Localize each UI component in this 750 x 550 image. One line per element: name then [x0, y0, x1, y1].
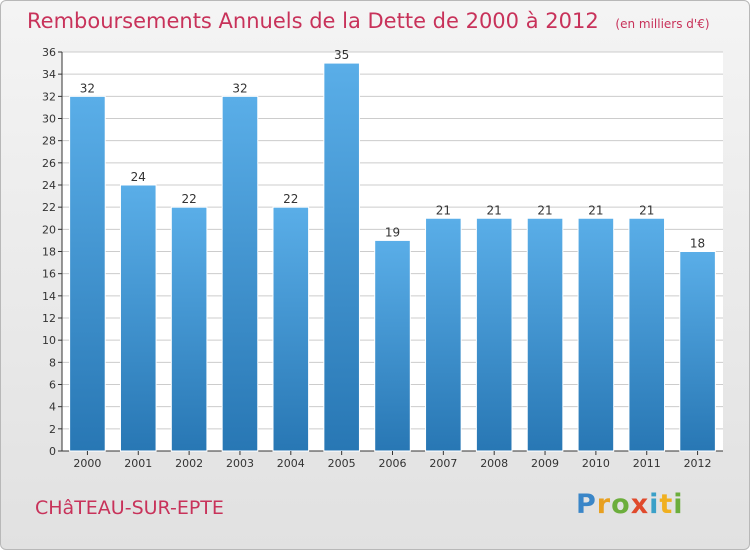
y-tick-label: 6: [49, 379, 56, 392]
bar-value-2010: 21: [588, 203, 603, 217]
proxiti-logo: Proxiti: [576, 489, 684, 520]
x-tick-label-2002: 2002: [175, 457, 203, 470]
x-tick-label-2011: 2011: [633, 457, 661, 470]
x-tick-label-2012: 2012: [684, 457, 712, 470]
bar-value-2003: 32: [232, 81, 247, 95]
bar-value-2009: 21: [537, 203, 552, 217]
y-tick-label: 4: [49, 401, 56, 414]
bar-chart: 0246810121416182022242628303234363220002…: [42, 46, 723, 470]
y-tick-label: 20: [42, 223, 56, 236]
bar-value-2001: 24: [131, 170, 146, 184]
bar-2010: [577, 217, 615, 452]
bar-value-2004: 22: [283, 192, 298, 206]
y-tick-label: 26: [42, 157, 56, 170]
town-name: CHâTEAU-SUR-EPTE: [35, 497, 224, 519]
x-tick-label-2008: 2008: [480, 457, 508, 470]
y-tick-label: 0: [49, 445, 56, 458]
bar-2005: [323, 62, 360, 452]
y-tick-label: 32: [42, 90, 56, 103]
bar-2008: [475, 217, 513, 452]
bar-value-2002: 22: [181, 192, 196, 206]
x-tick-label-2004: 2004: [277, 457, 305, 470]
bar-2012: [679, 251, 716, 452]
y-tick-label: 36: [42, 46, 56, 59]
bar-value-2005: 35: [334, 48, 349, 62]
bar-2011: [628, 217, 666, 452]
y-tick-label: 18: [42, 246, 56, 259]
chart-title-text: Remboursements Annuels de la Dette de 20…: [27, 9, 599, 33]
y-tick-label: 22: [42, 201, 56, 214]
y-tick-label: 24: [42, 179, 56, 192]
bar-2003: [221, 95, 259, 452]
y-tick-label: 8: [49, 356, 56, 369]
x-tick-label-2005: 2005: [328, 457, 356, 470]
x-tick-label-2007: 2007: [429, 457, 457, 470]
x-tick-label-2000: 2000: [73, 457, 101, 470]
chart-unit: (en milliers d'€): [615, 17, 710, 31]
bar-2007: [425, 217, 462, 452]
x-tick-label-2010: 2010: [582, 457, 610, 470]
bar-2000: [69, 95, 106, 452]
y-tick-label: 16: [42, 268, 56, 281]
x-tick-label-2001: 2001: [124, 457, 152, 470]
bar-value-2007: 21: [436, 203, 451, 217]
y-tick-label: 10: [42, 334, 56, 347]
bar-2002: [170, 206, 208, 452]
y-tick-label: 28: [42, 135, 56, 148]
bar-value-2000: 32: [80, 81, 95, 95]
y-tick-label: 2: [49, 423, 56, 436]
bar-value-2011: 21: [639, 203, 654, 217]
y-tick-label: 14: [42, 290, 56, 303]
bar-value-2008: 21: [487, 203, 502, 217]
bar-value-2006: 19: [385, 225, 400, 239]
y-tick-label: 34: [42, 68, 56, 81]
bar-2006: [374, 239, 411, 452]
bar-2009: [526, 217, 564, 452]
y-tick-label: 30: [42, 113, 56, 126]
chart-title: Remboursements Annuels de la Dette de 20…: [27, 9, 710, 33]
bar-2001: [119, 184, 157, 452]
x-tick-label-2006: 2006: [379, 457, 407, 470]
bar-2004: [272, 206, 310, 452]
bar-value-2012: 18: [690, 237, 705, 251]
x-tick-label-2003: 2003: [226, 457, 254, 470]
x-tick-label-2009: 2009: [531, 457, 559, 470]
y-tick-label: 12: [42, 312, 56, 325]
